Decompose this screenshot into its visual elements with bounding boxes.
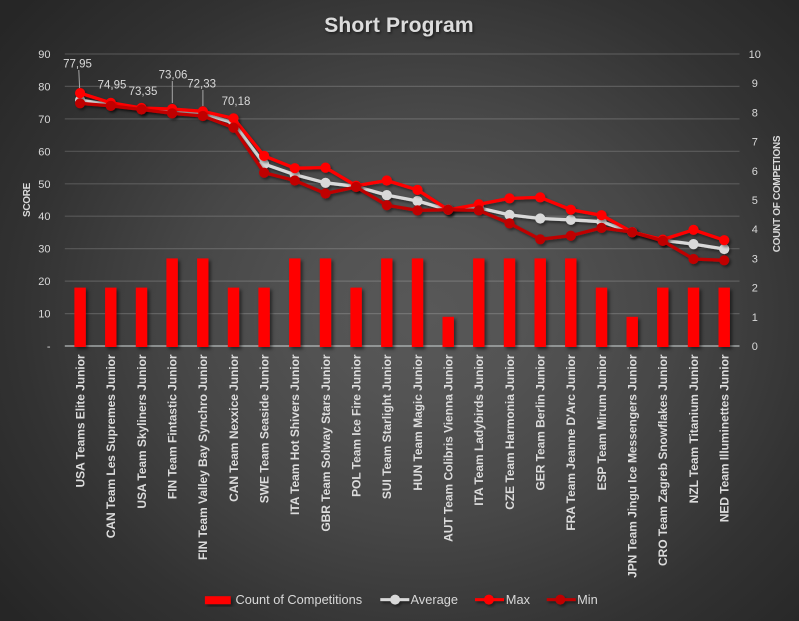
svg-text:50: 50 <box>38 179 50 191</box>
svg-text:CAN Team Les Supremes Junior: CAN Team Les Supremes Junior <box>104 354 118 538</box>
svg-text:10: 10 <box>38 309 50 321</box>
svg-text:5: 5 <box>752 195 758 207</box>
svg-text:ITA Team Hot Shivers Junior: ITA Team Hot Shivers Junior <box>288 354 302 515</box>
svg-text:8: 8 <box>752 107 758 119</box>
svg-text:NZL Team Titanium Junior: NZL Team Titanium Junior <box>687 354 701 503</box>
svg-text:SCORE: SCORE <box>22 182 33 217</box>
svg-text:FRA Team Jeanne D'Arc Junior: FRA Team Jeanne D'Arc Junior <box>564 354 578 531</box>
svg-text:SWE Team Seaside Junior: SWE Team Seaside Junior <box>258 354 272 503</box>
svg-text:80: 80 <box>38 81 50 93</box>
svg-text:73,06: 73,06 <box>159 70 188 82</box>
svg-text:10: 10 <box>749 49 761 61</box>
svg-text:70,18: 70,18 <box>222 96 251 108</box>
svg-text:NED Team Illuminettes Junior: NED Team Illuminettes Junior <box>718 354 732 522</box>
svg-text:POL Team Ice Fire Junior: POL Team Ice Fire Junior <box>350 354 364 497</box>
svg-text:Max: Max <box>506 592 531 607</box>
svg-text:-: - <box>47 341 51 353</box>
svg-text:40: 40 <box>38 211 50 223</box>
svg-text:AUT Team Colibris Vienna Junio: AUT Team Colibris Vienna Junior <box>442 354 456 542</box>
svg-text:9: 9 <box>752 78 758 90</box>
svg-text:60: 60 <box>38 146 50 158</box>
svg-text:Count of Competitions: Count of Competitions <box>236 592 363 607</box>
svg-text:FIN Team Fintastic Junior: FIN Team Fintastic Junior <box>166 354 180 499</box>
svg-text:74,95: 74,95 <box>98 80 127 92</box>
svg-text:CZE Team Harmonia Junior: CZE Team Harmonia Junior <box>503 354 517 510</box>
svg-text:1: 1 <box>752 312 758 324</box>
svg-text:3: 3 <box>752 253 758 265</box>
svg-text:SUI Team Starlight Junior: SUI Team Starlight Junior <box>380 354 394 499</box>
svg-text:Average: Average <box>411 592 458 607</box>
svg-text:ITA Team Ladybirds Junior: ITA Team Ladybirds Junior <box>472 354 486 506</box>
svg-text:90: 90 <box>38 49 50 61</box>
svg-text:2: 2 <box>752 283 758 295</box>
svg-text:72,33: 72,33 <box>187 79 216 91</box>
svg-text:CAN Team Nexxice Junior: CAN Team Nexxice Junior <box>227 354 241 502</box>
svg-text:COUNT OF COMPETIONS: COUNT OF COMPETIONS <box>772 135 783 252</box>
svg-text:70: 70 <box>38 114 50 126</box>
svg-text:CRO Team Zagreb Snowflakes Jun: CRO Team Zagreb Snowflakes Junior <box>656 354 670 566</box>
svg-text:20: 20 <box>38 276 50 288</box>
svg-text:JPN Team Jingu Ice Messengers: JPN Team Jingu Ice Messengers Junior <box>626 354 640 578</box>
svg-text:73,35: 73,35 <box>129 86 158 98</box>
svg-text:6: 6 <box>752 166 758 178</box>
svg-text:30: 30 <box>38 244 50 256</box>
svg-text:0: 0 <box>752 341 758 353</box>
svg-text:Short Program: Short Program <box>324 14 474 37</box>
svg-text:7: 7 <box>752 137 758 149</box>
svg-text:77,95: 77,95 <box>63 59 92 71</box>
svg-text:USA Team Skyliners Junior: USA Team Skyliners Junior <box>135 354 149 509</box>
svg-text:GER Team Berlin Junior: GER Team Berlin Junior <box>534 354 548 490</box>
svg-text:GBR Team Solway Stars Junior: GBR Team Solway Stars Junior <box>319 354 333 531</box>
svg-text:HUN Team Magic Junior: HUN Team Magic Junior <box>411 354 425 490</box>
svg-text:4: 4 <box>752 224 758 236</box>
svg-text:FIN Team Valley Bay Synchro Ju: FIN Team Valley Bay Synchro Junior <box>196 354 210 560</box>
svg-text:Min: Min <box>577 592 598 607</box>
svg-text:ESP Team Mirum Junior: ESP Team Mirum Junior <box>595 354 609 490</box>
svg-text:USA Teams Elite Junior: USA Teams Elite Junior <box>74 354 88 487</box>
